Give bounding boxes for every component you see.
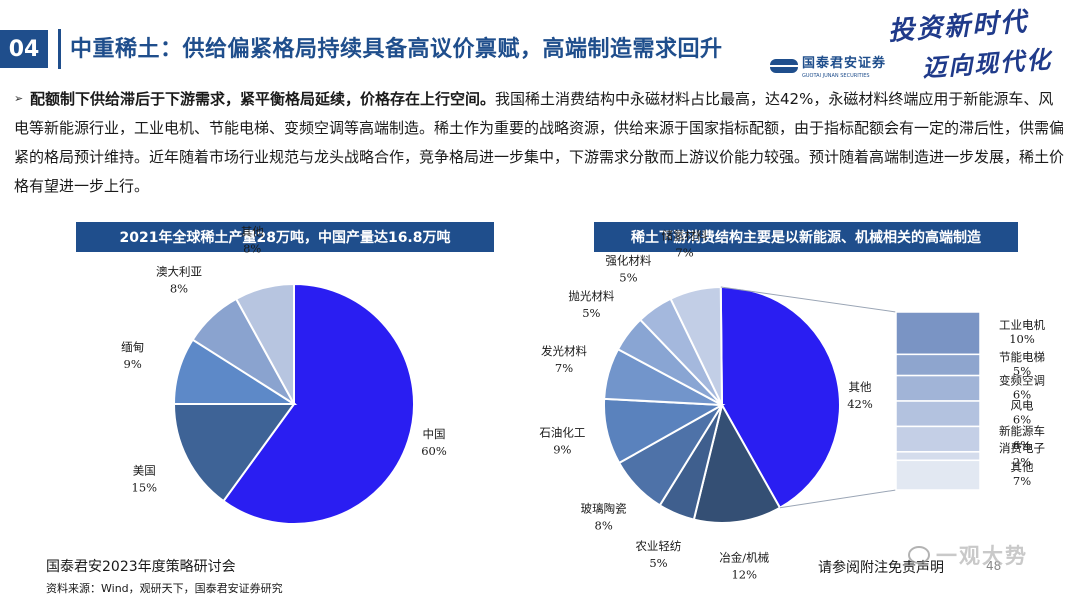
breakdown-segment-6	[895, 459, 981, 491]
breakdown-segment-0	[895, 311, 981, 356]
breakdown-label-5: 消费电子	[999, 441, 1045, 455]
pie2-value-4: 9%	[553, 442, 571, 456]
summary-paragraph: ➢ 配额制下供给滞后于下游需求，紧平衡格局延续，价格存在上行空间。我国稀土消费结构…	[14, 84, 1064, 201]
breakdown-segment-5	[895, 451, 981, 462]
breakdown-value-4: 6%	[1013, 438, 1031, 452]
pie-chart-consumption: 其他 42% 冶金/机械 12% 农业轻纺 5% 玻璃陶瓷 8% 石油化工 9% 发光材料 7% 抛光材…	[539, 228, 873, 581]
bullet-arrow-icon: ➢	[14, 92, 24, 105]
watermark-text: 一观大势	[936, 544, 1028, 568]
section-number: 04	[0, 30, 48, 68]
company-logo: 国泰君安证券 GUOTAI JUNAN SECURITIES	[770, 52, 886, 79]
page-title: 中重稀土：供给偏紧格局持续具备高议价禀赋，高端制造需求回升	[70, 37, 723, 62]
pie1-value-3: 8%	[170, 282, 188, 296]
breakdown-connector-lines	[720, 286, 897, 509]
connector-bottom	[779, 489, 897, 509]
breakdown-label-6: 其他	[1011, 460, 1034, 474]
pie-chart-production: 中国 60% 美国 15% 缅甸 9% 澳大利亚 8% 其他 8%	[121, 224, 447, 525]
pie1-slice-1	[172, 403, 296, 503]
data-source: 资料来源：Wind，观研天下，国泰君安证券研究	[46, 582, 283, 595]
summary-text: 我国稀土消费结构中永磁材料占比最高，达42%，永磁材料终端应用于新能源车、风电等…	[14, 90, 1065, 195]
pie1-value-0: 60%	[421, 444, 447, 458]
pie2-value-5: 7%	[555, 361, 573, 375]
pie1-label-0: 中国	[423, 427, 446, 441]
pie2-value-7: 5%	[619, 270, 637, 284]
pie2-label-1: 冶金/机械	[719, 550, 769, 564]
breakdown-value-3: 6%	[1013, 413, 1031, 427]
disclaimer-text: 请参阅附注免责声明	[818, 560, 944, 576]
pie1-label-4: 其他	[241, 224, 264, 238]
breakdown-label-2: 变频空调	[999, 373, 1045, 387]
pie2-value-6: 5%	[582, 306, 600, 320]
pie2-label-8: 储氢材料	[662, 228, 708, 242]
breakdown-label-1: 节能电梯	[999, 350, 1045, 364]
pie2-label-0: 其他	[849, 380, 872, 394]
pie1-value-2: 9%	[124, 357, 142, 371]
pie2-value-1: 12%	[731, 567, 757, 581]
breakdown-segment-1	[895, 353, 981, 377]
breakdown-label-4: 新能源车	[999, 424, 1045, 438]
pie2-label-7: 强化材料	[605, 253, 651, 267]
event-name: 国泰君安2023年度策略研讨会	[46, 559, 236, 575]
breakdown-value-2: 6%	[1013, 387, 1031, 401]
chart2-title: 稀土下游消费结构主要是以新能源、机械相关的高端制造	[594, 222, 1018, 252]
pie2-label-6: 抛光材料	[568, 289, 614, 303]
summary-lead: 配额制下供给滞后于下游需求，紧平衡格局延续，价格存在上行空间。	[30, 90, 496, 108]
pie1-slice-0	[222, 282, 415, 525]
pie1-value-1: 15%	[132, 480, 158, 494]
pie2-value-8: 7%	[675, 245, 693, 259]
pie1-value-4: 8%	[243, 241, 261, 255]
pie2-label-4: 石油化工	[539, 425, 585, 439]
pie1-slice-4	[234, 282, 295, 405]
logo-name-en: GUOTAI JUNAN SECURITIES	[802, 73, 870, 79]
pie1-label-1: 美国	[133, 463, 156, 477]
pie1-label-3: 澳大利亚	[156, 265, 202, 279]
connector-top	[720, 286, 897, 313]
chart1-title: 2021年全球稀土产量28万吨，中国产量达16.8万吨	[76, 222, 494, 252]
breakdown-value-0: 10%	[1009, 332, 1035, 346]
page-number: 48	[986, 559, 1002, 573]
breakdown-segment-2	[895, 374, 981, 402]
breakdown-value-1: 5%	[1013, 364, 1031, 378]
logo-name-cn: 国泰君安证券	[802, 56, 887, 71]
pie2-value-3: 8%	[595, 519, 613, 533]
pie2-slice-0	[719, 286, 841, 510]
watermark: 一观大势	[908, 540, 1028, 570]
pie2-value-0: 42%	[847, 397, 873, 411]
breakdown-segment-3	[895, 400, 981, 428]
pie2-label-3: 玻璃陶瓷	[581, 502, 627, 516]
breakdown-value-6: 7%	[1013, 474, 1031, 488]
pie2-label-5: 发光材料	[541, 344, 587, 358]
pie1-label-2: 缅甸	[121, 340, 144, 354]
breakdown-value-5: 2%	[1013, 455, 1031, 469]
breakdown-segment-4	[895, 425, 981, 453]
breakdown-label-0: 工业电机	[999, 318, 1045, 332]
pie2-slice-8	[669, 285, 723, 406]
title-divider	[58, 29, 61, 69]
pie2-value-2: 5%	[649, 556, 667, 570]
logo-mark-icon	[770, 57, 798, 75]
breakdown-label-3: 风电	[1011, 399, 1034, 413]
pie2-label-2: 农业轻纺	[635, 539, 681, 553]
wechat-icon	[908, 546, 930, 564]
